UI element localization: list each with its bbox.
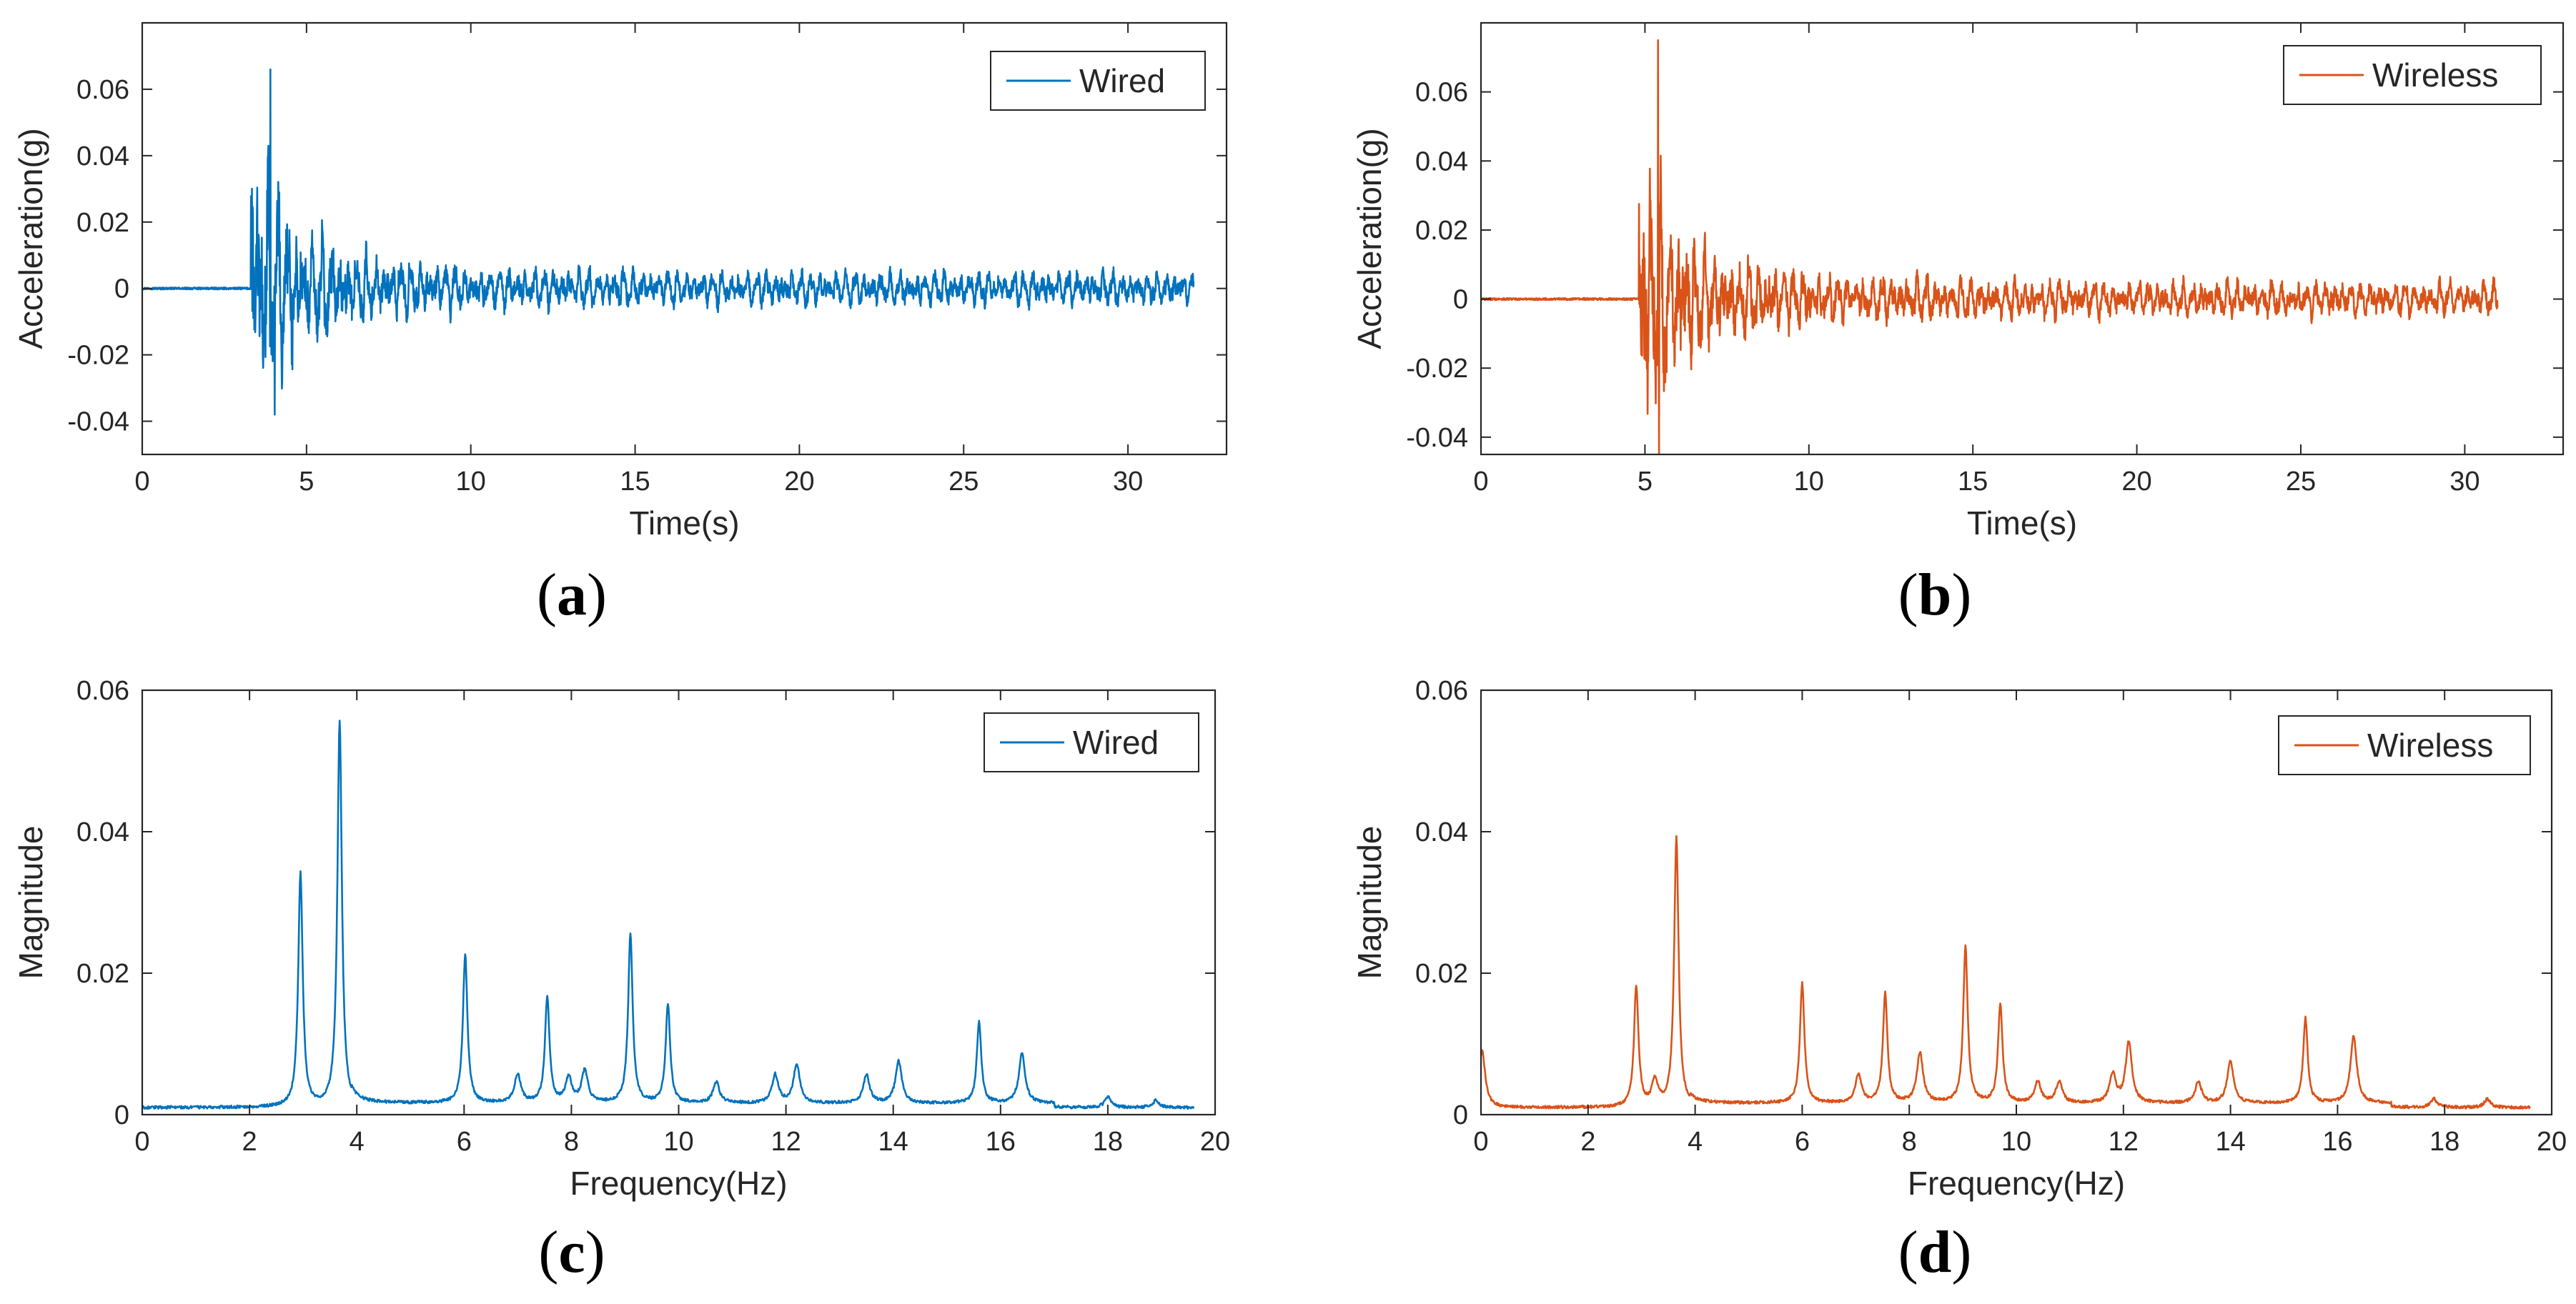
x-tick-label: 20 xyxy=(2121,467,2151,497)
y-tick-label: 0.02 xyxy=(1415,216,1468,246)
legend-label: Wired xyxy=(1079,62,1165,99)
x-tick-label: 0 xyxy=(1473,1127,1488,1157)
y-tick-label: 0 xyxy=(1453,1100,1468,1130)
legend-label: Wireless xyxy=(2372,56,2498,94)
legend-box xyxy=(990,51,1206,111)
legend: Wired xyxy=(984,712,1199,772)
axes-box xyxy=(141,21,1228,456)
legend: Wireless xyxy=(2278,715,2531,775)
x-tick-label: 10 xyxy=(663,1127,693,1157)
legend-label: Wireless xyxy=(2367,727,2493,764)
x-axis-label: Time(s) xyxy=(629,504,739,542)
x-axis-label: Time(s) xyxy=(1967,504,2077,542)
y-tick-label: -0.02 xyxy=(67,341,129,371)
y-axis-label: Magnitude xyxy=(12,826,49,980)
axes-box xyxy=(1480,21,2565,456)
series-line-wired xyxy=(142,68,1195,416)
series-line-wireless xyxy=(1481,39,2499,454)
y-tick-label: 0 xyxy=(1453,285,1468,315)
panel-a: 0 5 10 15 20 25 30 -0.04 -0.02 0 0.02 0.04 0.06 Time(… xyxy=(12,21,1228,628)
x-tick-label: 8 xyxy=(564,1127,579,1157)
x-tick-label: 4 xyxy=(350,1127,365,1157)
series-line-wired xyxy=(142,720,1195,1110)
panel-label: (c) xyxy=(538,1219,605,1285)
y-tick-label: 0.02 xyxy=(76,208,129,238)
legend: Wired xyxy=(990,51,1206,111)
x-tick-label: 10 xyxy=(456,467,486,497)
y-tick-label: -0.04 xyxy=(1406,423,1468,453)
y-tick-label: 0.04 xyxy=(76,817,129,847)
x-tick-label: 15 xyxy=(620,467,650,497)
x-tick-label: 2 xyxy=(1580,1127,1595,1157)
panel-d: 0 2 4 6 8 10 12 14 16 18 20 0 0.02 0.04 0.06 Frequency(… xyxy=(1351,676,2567,1285)
series-line-wireless xyxy=(1481,835,2531,1110)
x-tick-label: 25 xyxy=(948,467,979,497)
x-tick-label: 5 xyxy=(1638,467,1653,497)
x-tick-label: 5 xyxy=(299,467,314,497)
x-tick-label: 20 xyxy=(1200,1127,1230,1157)
x-tick-label: 20 xyxy=(2537,1127,2567,1157)
x-tick-label: 30 xyxy=(2449,467,2480,497)
y-tick-label: 0.06 xyxy=(76,676,129,706)
x-tick-label: 15 xyxy=(1958,467,1988,497)
x-axis-label: Frequency(Hz) xyxy=(1908,1165,2125,1202)
y-tick-label: -0.02 xyxy=(1406,354,1468,384)
y-axis-label: Acceleration(g) xyxy=(1351,128,1388,349)
x-tick-label: 25 xyxy=(2286,467,2316,497)
panel-label: (a) xyxy=(537,562,607,628)
panel-label: (d) xyxy=(1898,1219,1972,1285)
y-tick-label: 0 xyxy=(114,274,129,304)
panel-c: 0 2 4 6 8 10 12 14 16 18 20 0 0.02 0.04 0.06 Frequency(… xyxy=(12,676,1230,1285)
x-tick-label: 0 xyxy=(1473,467,1488,497)
x-tick-label: 10 xyxy=(2001,1127,2031,1157)
x-tick-label: 16 xyxy=(986,1127,1016,1157)
y-tick-label: 0.04 xyxy=(1415,817,1468,847)
y-axis-label: Magnitude xyxy=(1351,826,1388,980)
y-tick-label: 0.06 xyxy=(1415,78,1468,108)
x-tick-label: 0 xyxy=(134,1127,149,1157)
x-tick-label: 0 xyxy=(134,467,149,497)
x-tick-label: 20 xyxy=(784,467,814,497)
panel-b: 0 5 10 15 20 25 30 -0.04 -0.02 0 0.02 0.04 0.06 Time(… xyxy=(1351,21,2565,628)
x-axis-label: Frequency(Hz) xyxy=(570,1165,787,1202)
y-tick-label: 0 xyxy=(114,1100,129,1130)
y-tick-label: 0.04 xyxy=(76,141,129,171)
y-tick-label: -0.04 xyxy=(67,407,129,437)
y-tick-label: 0.06 xyxy=(1415,676,1468,706)
panel-label: (b) xyxy=(1898,562,1972,628)
y-axis-label: Acceleration(g) xyxy=(12,128,49,349)
legend-label: Wired xyxy=(1073,724,1159,761)
x-tick-label: 16 xyxy=(2322,1127,2352,1157)
legend: Wireless xyxy=(2283,45,2542,105)
x-tick-label: 2 xyxy=(242,1127,257,1157)
y-tick-label: 0.02 xyxy=(1415,959,1468,989)
y-tick-label: 0.04 xyxy=(1415,146,1468,176)
y-tick-label: 0.02 xyxy=(76,959,129,989)
x-tick-label: 12 xyxy=(771,1127,801,1157)
x-tick-label: 30 xyxy=(1113,467,1143,497)
x-tick-label: 8 xyxy=(1902,1127,1917,1157)
x-tick-label: 12 xyxy=(2109,1127,2139,1157)
x-tick-label: 14 xyxy=(2215,1127,2245,1157)
x-tick-label: 6 xyxy=(457,1127,472,1157)
x-tick-label: 14 xyxy=(878,1127,908,1157)
y-tick-label: 0.06 xyxy=(76,75,129,105)
x-tick-label: 6 xyxy=(1795,1127,1810,1157)
x-tick-label: 18 xyxy=(1093,1127,1123,1157)
x-tick-label: 10 xyxy=(1794,467,1824,497)
x-tick-label: 4 xyxy=(1688,1127,1703,1157)
x-tick-label: 18 xyxy=(2429,1127,2459,1157)
